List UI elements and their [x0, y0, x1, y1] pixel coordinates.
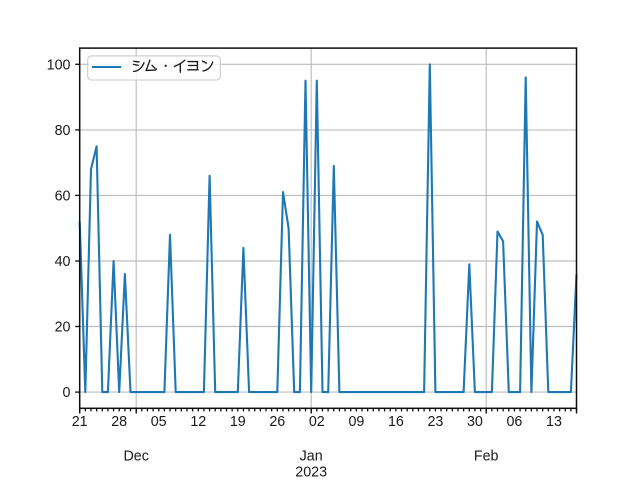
svg-text:28: 28 — [111, 414, 127, 430]
svg-text:16: 16 — [388, 414, 404, 430]
svg-text:60: 60 — [55, 189, 71, 205]
svg-text:05: 05 — [151, 414, 167, 430]
svg-text:30: 30 — [467, 414, 483, 430]
svg-text:06: 06 — [506, 414, 522, 430]
svg-text:19: 19 — [230, 414, 246, 430]
svg-text:13: 13 — [546, 414, 562, 430]
svg-text:Jan: Jan — [300, 448, 323, 464]
svg-text:0: 0 — [63, 385, 71, 401]
svg-text:23: 23 — [427, 414, 443, 430]
svg-text:12: 12 — [190, 414, 206, 430]
svg-text:09: 09 — [348, 414, 364, 430]
svg-text:Feb: Feb — [474, 448, 499, 464]
svg-text:80: 80 — [55, 123, 71, 139]
svg-text:40: 40 — [55, 254, 71, 270]
svg-text:2023: 2023 — [295, 464, 327, 480]
svg-text:21: 21 — [72, 414, 88, 430]
svg-text:100: 100 — [47, 57, 71, 73]
svg-text:26: 26 — [269, 414, 285, 430]
svg-text:02: 02 — [309, 414, 325, 430]
svg-text:Dec: Dec — [123, 448, 148, 464]
svg-text:20: 20 — [55, 320, 71, 336]
